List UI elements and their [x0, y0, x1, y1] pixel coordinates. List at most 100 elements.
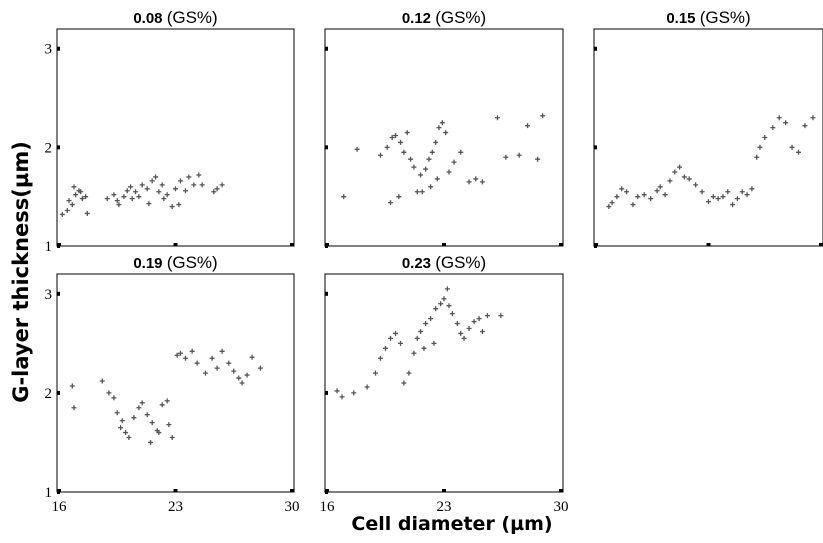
- data-point: [473, 176, 479, 182]
- data-point: [423, 321, 429, 327]
- data-point: [398, 340, 404, 346]
- data-point: [433, 139, 439, 145]
- data-point: [384, 144, 390, 150]
- y-tick-mark: [57, 244, 60, 248]
- data-point: [139, 182, 145, 188]
- data-point: [436, 125, 442, 131]
- panel-title: 0.19 (GS%): [133, 253, 217, 272]
- data-point: [146, 201, 152, 207]
- data-point: [406, 370, 412, 376]
- x-tick-label: 30: [285, 499, 300, 515]
- data-point: [149, 420, 155, 426]
- data-point: [783, 120, 789, 126]
- data-point: [144, 186, 150, 192]
- panel-title-unit: (GS%): [700, 8, 751, 27]
- data-point: [219, 348, 225, 354]
- data-point: [439, 120, 445, 126]
- data-point: [667, 178, 673, 184]
- data-point: [458, 330, 464, 336]
- data-point: [421, 345, 427, 351]
- data-point: [121, 194, 127, 200]
- data-point: [423, 166, 429, 172]
- data-point: [78, 189, 84, 195]
- data-point: [749, 186, 755, 192]
- data-point: [129, 196, 135, 202]
- data-point: [789, 144, 795, 150]
- x-tick-mark: [559, 489, 563, 492]
- data-point: [494, 115, 500, 121]
- data-point: [177, 178, 183, 184]
- data-point: [66, 198, 72, 204]
- data-point: [396, 194, 402, 200]
- y-tick-mark: [325, 291, 328, 296]
- x-tick-label: 23: [437, 499, 452, 515]
- data-point: [71, 405, 77, 411]
- data-point: [715, 196, 721, 202]
- data-point: [106, 390, 112, 396]
- data-point: [389, 135, 395, 140]
- y-tick-mark: [325, 390, 328, 395]
- data-point: [426, 156, 432, 162]
- data-point: [169, 204, 175, 210]
- data-point: [498, 313, 504, 319]
- data-point: [672, 169, 678, 175]
- data-point: [411, 350, 417, 356]
- data-point: [118, 425, 124, 431]
- data-point: [79, 196, 85, 202]
- data-point: [169, 435, 175, 440]
- data-point: [540, 113, 546, 119]
- panel-3: 0.15 (GS%): [593, 8, 823, 248]
- data-point: [744, 192, 750, 198]
- data-point: [196, 172, 202, 178]
- data-point: [503, 154, 509, 160]
- x-tick-label: 30: [554, 499, 569, 515]
- data-point: [796, 149, 801, 155]
- data-point: [699, 189, 705, 195]
- data-point: [159, 402, 165, 408]
- data-point: [186, 174, 192, 180]
- x-tick-mark: [819, 243, 823, 246]
- data-point: [64, 207, 70, 213]
- data-point: [388, 335, 394, 341]
- y-tick-mark: [325, 244, 328, 248]
- data-point: [677, 164, 683, 170]
- data-point: [383, 345, 388, 351]
- data-point: [730, 202, 736, 208]
- data-point: [388, 200, 394, 206]
- data-point: [214, 365, 220, 371]
- y-tick-mark: [57, 390, 60, 395]
- data-point: [458, 149, 464, 155]
- data-point: [471, 319, 477, 325]
- data-point: [114, 410, 120, 416]
- data-point: [657, 184, 663, 190]
- data-point: [725, 189, 731, 195]
- data-point: [148, 439, 154, 445]
- data-point: [443, 130, 449, 136]
- panel-frame: [593, 28, 823, 247]
- data-point: [164, 398, 170, 404]
- data-point: [754, 154, 760, 160]
- data-point: [418, 172, 424, 178]
- panel-frame: [324, 28, 564, 247]
- data-point: [810, 115, 816, 121]
- data-point: [84, 210, 90, 216]
- x-tick-mark: [706, 243, 711, 246]
- data-point: [364, 384, 370, 390]
- x-tick-mark: [173, 489, 178, 492]
- x-tick-label: 16: [320, 499, 336, 515]
- data-point: [104, 196, 110, 202]
- data-point: [654, 188, 660, 194]
- data-point: [153, 174, 159, 180]
- data-point: [776, 115, 782, 121]
- x-axis-label: Cell diameter (µm): [351, 513, 552, 535]
- data-point: [131, 415, 137, 421]
- y-tick-mark: [594, 46, 597, 51]
- data-point: [73, 192, 79, 198]
- data-point: [174, 352, 180, 358]
- data-point: [429, 149, 435, 155]
- panel-title-unit: (GS%): [167, 8, 218, 27]
- data-point: [454, 321, 460, 327]
- y-tick-mark: [57, 145, 60, 150]
- data-point: [123, 430, 129, 436]
